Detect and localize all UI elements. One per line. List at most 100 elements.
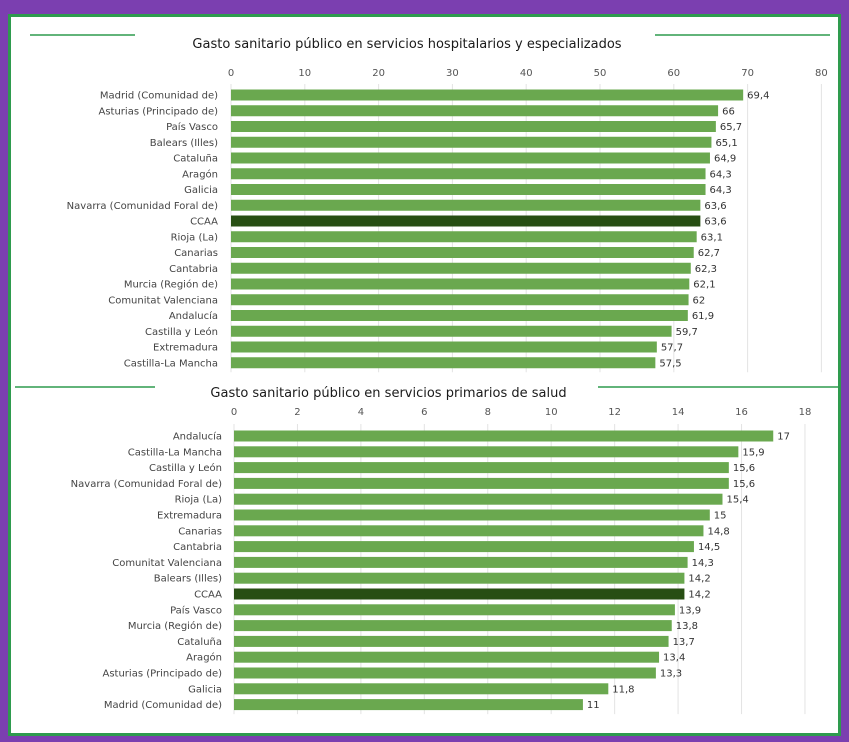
- category-label: Cataluña: [173, 154, 218, 165]
- data-label: 62,7: [698, 248, 720, 259]
- category-label: Murcia (Región de): [128, 620, 222, 632]
- tick-label: 2: [294, 407, 300, 418]
- bar: [231, 199, 701, 211]
- bar: [231, 105, 719, 117]
- bar: [231, 89, 744, 101]
- tick-label: 20: [372, 68, 385, 79]
- data-label: 11,8: [612, 684, 634, 695]
- data-label: 65,7: [720, 122, 742, 133]
- bar-highlight: [231, 215, 701, 227]
- data-label: 61,9: [692, 311, 714, 322]
- data-label: 63,6: [704, 217, 726, 228]
- data-label: 13,9: [679, 605, 701, 616]
- data-label: 14,8: [707, 526, 729, 537]
- bar: [234, 430, 774, 442]
- data-label: 62: [693, 295, 706, 306]
- chart-title: Gasto sanitario público en servicios pri…: [210, 386, 566, 401]
- data-label: 62,1: [693, 280, 715, 291]
- bar: [234, 620, 672, 632]
- data-label: 15,4: [726, 495, 748, 506]
- data-label: 13,7: [673, 637, 695, 648]
- category-label: Andalucía: [173, 431, 222, 443]
- category-label: CCAA: [194, 590, 222, 601]
- bar: [234, 477, 729, 489]
- data-label: 63,6: [704, 201, 726, 212]
- bar: [231, 325, 672, 337]
- category-label: Madrid (Comunidad de): [100, 91, 218, 102]
- data-label: 63,1: [701, 232, 723, 243]
- tick-label: 30: [446, 68, 459, 79]
- category-label: Aragón: [182, 168, 218, 180]
- tick-label: 12: [608, 407, 621, 418]
- tick-label: 0: [231, 407, 237, 418]
- bar: [234, 572, 685, 584]
- category-label: Canarias: [178, 526, 222, 537]
- data-label: 14,5: [698, 542, 720, 553]
- tick-label: 10: [298, 68, 311, 79]
- data-label: 13,8: [676, 621, 698, 632]
- category-label: País Vasco: [166, 121, 218, 133]
- tick-label: 60: [667, 68, 680, 79]
- bar: [234, 604, 675, 616]
- bar: [234, 667, 656, 679]
- bar: [234, 493, 723, 505]
- category-label: Asturias (Principado de): [103, 669, 223, 680]
- category-label: País Vasco: [170, 604, 222, 616]
- category-label: Castilla y León: [145, 326, 218, 338]
- tick-label: 16: [735, 407, 748, 418]
- category-label: Extremadura: [157, 511, 222, 522]
- data-label: 66: [722, 106, 735, 117]
- bar-highlight: [234, 588, 685, 600]
- bar: [231, 168, 706, 180]
- category-label: Galicia: [188, 684, 222, 695]
- category-label: Murcia (Región de): [124, 279, 218, 291]
- data-label: 14,2: [688, 590, 710, 601]
- data-label: 65,1: [715, 138, 737, 149]
- bar: [234, 525, 704, 537]
- bar: [231, 262, 691, 274]
- category-label: Navarra (Comunidad Foral de): [71, 479, 222, 490]
- data-label: 13,4: [663, 653, 685, 664]
- data-label: 59,7: [676, 327, 698, 338]
- category-label: Cantabria: [169, 264, 218, 275]
- bar: [234, 651, 660, 663]
- data-label: 64,3: [710, 185, 732, 196]
- bar: [231, 341, 657, 353]
- tick-label: 50: [594, 68, 607, 79]
- bar: [234, 699, 583, 711]
- bar: [234, 635, 669, 647]
- category-label: Balears (Illes): [150, 138, 218, 149]
- data-label: 15,6: [733, 479, 755, 490]
- bar: [231, 184, 706, 195]
- tick-label: 6: [421, 407, 427, 418]
- category-label: CCAA: [190, 217, 218, 228]
- data-label: 15: [714, 511, 727, 522]
- bar: [234, 541, 694, 553]
- category-label: Comunitat Valenciana: [112, 558, 222, 569]
- data-label: 15,9: [742, 447, 764, 458]
- data-label: 11: [587, 700, 600, 711]
- data-label: 57,5: [659, 358, 681, 369]
- category-label: Cataluña: [177, 637, 222, 648]
- category-label: Rioja (La): [175, 495, 223, 506]
- tick-label: 80: [815, 68, 828, 79]
- tick-label: 8: [485, 407, 491, 418]
- data-label: 17: [777, 432, 790, 443]
- tick-label: 70: [741, 68, 754, 79]
- data-label: 15,6: [733, 463, 755, 474]
- bar: [234, 556, 688, 568]
- category-label: Castilla y León: [149, 462, 222, 474]
- category-label: Madrid (Comunidad de): [104, 700, 222, 711]
- bar: [231, 136, 712, 148]
- category-label: Cantabria: [173, 542, 222, 553]
- data-label: 57,7: [661, 343, 683, 354]
- category-label: Castilla-La Mancha: [128, 447, 222, 458]
- bar: [231, 152, 710, 164]
- data-label: 64,9: [714, 154, 736, 165]
- tick-label: 0: [228, 68, 234, 79]
- data-label: 14,2: [688, 574, 710, 585]
- category-label: Galicia: [184, 185, 218, 196]
- bar: [231, 121, 716, 132]
- chart-title: Gasto sanitario público en servicios hos…: [192, 37, 621, 52]
